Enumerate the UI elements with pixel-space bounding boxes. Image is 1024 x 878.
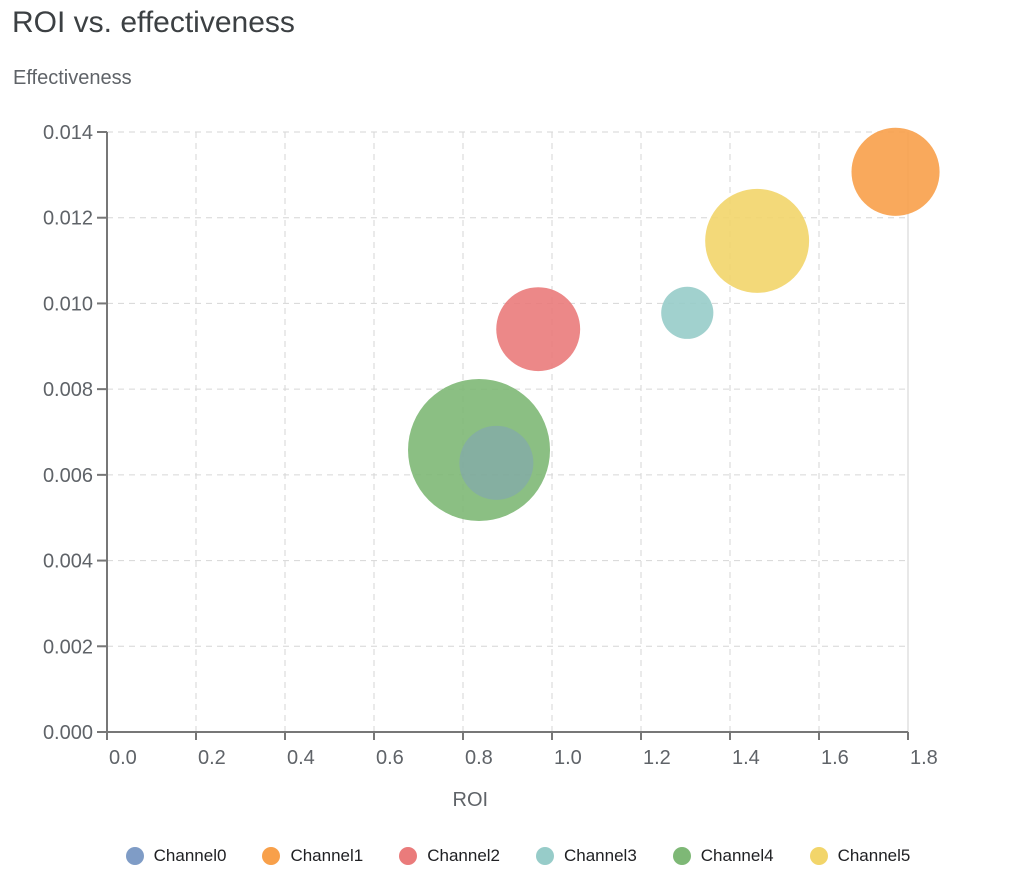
y-tick-label: 0.014: [43, 122, 93, 144]
legend-swatch-icon: [399, 847, 418, 865]
legend-label: Channel3: [564, 846, 637, 865]
x-tick-label: 1.4: [732, 747, 760, 769]
legend-swatch-icon: [536, 847, 554, 865]
y-tick-label: 0.006: [43, 465, 93, 487]
x-tick-label: 0.8: [465, 747, 493, 769]
y-tick-label: 0.010: [43, 293, 93, 315]
y-tick-label: 0.008: [43, 379, 93, 401]
legend-item-channel4[interactable]: Channel4: [672, 846, 774, 866]
x-tick-label: 1.2: [643, 747, 671, 769]
x-tick-label: 0.2: [198, 747, 226, 769]
x-axis-label: ROI: [453, 789, 489, 811]
legend-item-channel0[interactable]: Channel0: [125, 846, 227, 866]
legend-label: Channel2: [427, 846, 500, 865]
y-tick-label: 0.002: [43, 636, 93, 658]
x-tick-label: 0.6: [376, 747, 404, 769]
bubble-channel1: [851, 127, 940, 216]
legend-item-channel2[interactable]: Channel2: [399, 846, 500, 866]
x-tick-label: 0.0: [109, 747, 137, 769]
x-tick-label: 1.8: [910, 747, 938, 769]
legend-swatch-icon: [125, 847, 144, 865]
legend-swatch-icon: [809, 847, 828, 865]
legend-label: Channel0: [153, 846, 227, 865]
legend: Channel0 Channel1 Channel2 Channel3 Channel4…: [0, 846, 1024, 866]
bubble-channel0: [459, 425, 534, 500]
y-tick-label: 0.012: [43, 208, 93, 230]
legend-label: Channel1: [290, 846, 364, 865]
x-tick-label: 1.0: [554, 747, 582, 769]
legend-label: Channel5: [837, 846, 911, 865]
legend-swatch-icon: [672, 847, 691, 865]
legend-label: Channel4: [700, 846, 774, 865]
bubble-channel5: [705, 188, 810, 293]
legend-item-channel1[interactable]: Channel1: [262, 846, 363, 866]
bubble-channel4: [408, 379, 551, 521]
y-tick-label: 0.000: [43, 722, 93, 744]
bubble-channel3: [661, 286, 714, 339]
chart-title: ROI vs. effectiveness: [12, 6, 295, 39]
x-tick-label: 1.6: [821, 747, 849, 769]
legend-item-channel5[interactable]: Channel5: [809, 846, 911, 866]
legend-swatch-icon: [262, 847, 281, 865]
y-axis-label: Effectiveness: [13, 67, 132, 89]
legend-item-channel3[interactable]: Channel3: [536, 846, 637, 866]
y-tick-label: 0.004: [43, 551, 93, 573]
x-tick-label: 0.4: [287, 747, 315, 769]
bubble-channel2: [496, 287, 581, 372]
